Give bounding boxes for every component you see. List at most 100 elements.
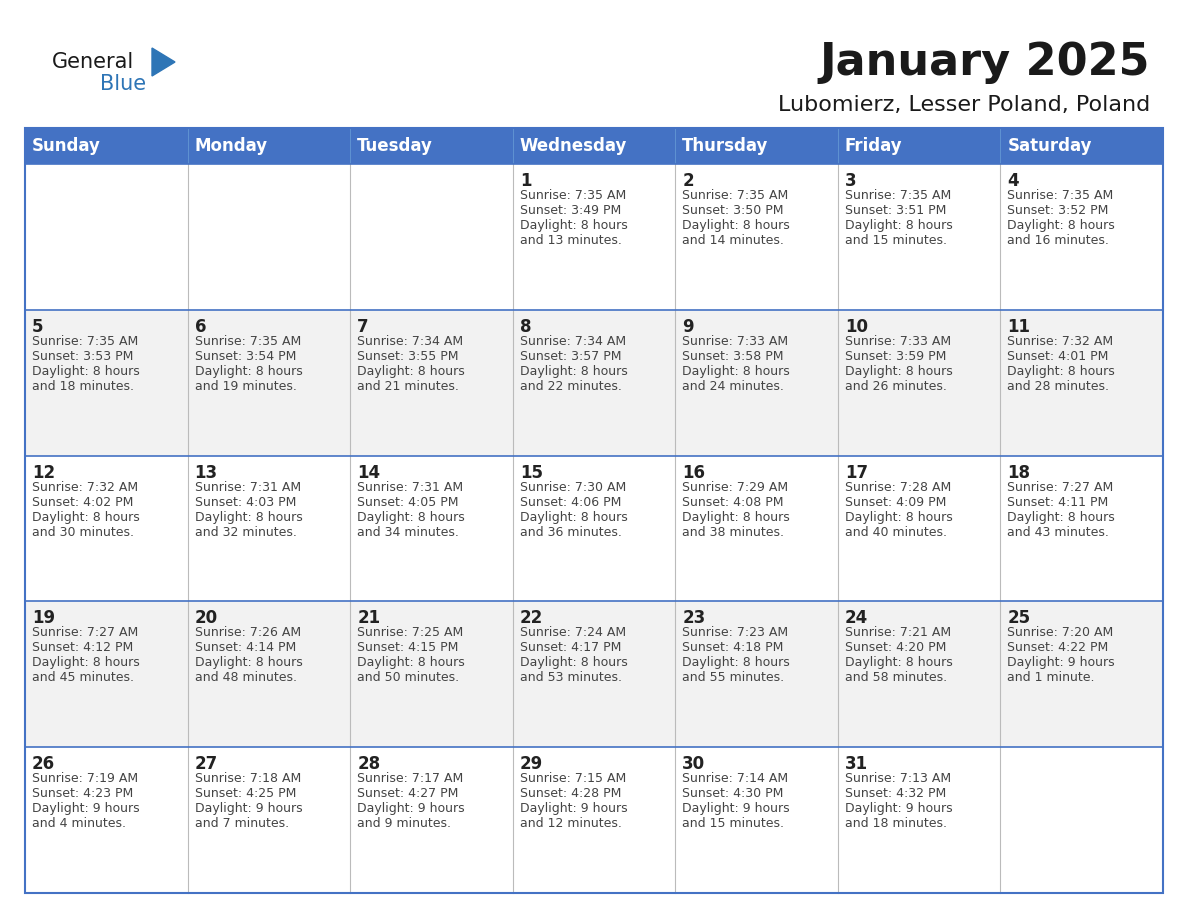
Text: 19: 19 [32,610,55,627]
Text: Sunrise: 7:31 AM: Sunrise: 7:31 AM [358,481,463,494]
Text: and 50 minutes.: and 50 minutes. [358,671,460,685]
Text: and 28 minutes.: and 28 minutes. [1007,380,1110,393]
Text: Monday: Monday [195,137,267,155]
Text: Daylight: 8 hours: Daylight: 8 hours [195,510,302,523]
Text: Sunrise: 7:34 AM: Sunrise: 7:34 AM [358,335,463,348]
Text: 4: 4 [1007,172,1019,190]
Text: 21: 21 [358,610,380,627]
Text: and 16 minutes.: and 16 minutes. [1007,234,1110,247]
Text: Sunrise: 7:35 AM: Sunrise: 7:35 AM [845,189,952,202]
Text: Sunset: 4:22 PM: Sunset: 4:22 PM [1007,642,1108,655]
Text: Lubomierz, Lesser Poland, Poland: Lubomierz, Lesser Poland, Poland [778,95,1150,115]
Text: Sunset: 4:09 PM: Sunset: 4:09 PM [845,496,946,509]
Text: and 13 minutes.: and 13 minutes. [519,234,621,247]
Bar [25,128,1163,893]
Text: 31: 31 [845,756,868,773]
Bar [188,128,350,164]
Text: Sunrise: 7:20 AM: Sunrise: 7:20 AM [1007,626,1113,640]
Text: Daylight: 8 hours: Daylight: 8 hours [682,656,790,669]
Text: and 1 minute.: and 1 minute. [1007,671,1095,685]
Text: Sunrise: 7:29 AM: Sunrise: 7:29 AM [682,481,789,494]
Text: Blue: Blue [100,74,146,94]
Text: 3: 3 [845,172,857,190]
Bar [25,164,1163,309]
Text: and 14 minutes.: and 14 minutes. [682,234,784,247]
Text: Sunset: 3:58 PM: Sunset: 3:58 PM [682,350,784,363]
Text: 27: 27 [195,756,217,773]
Text: and 45 minutes.: and 45 minutes. [32,671,134,685]
Text: Sunset: 3:54 PM: Sunset: 3:54 PM [195,350,296,363]
Text: Daylight: 8 hours: Daylight: 8 hours [519,219,627,232]
Text: Daylight: 8 hours: Daylight: 8 hours [682,219,790,232]
Text: and 15 minutes.: and 15 minutes. [682,817,784,830]
Text: Sunset: 4:30 PM: Sunset: 4:30 PM [682,788,784,800]
Text: Sunrise: 7:33 AM: Sunrise: 7:33 AM [845,335,950,348]
Text: Sunset: 3:50 PM: Sunset: 3:50 PM [682,204,784,217]
Text: Sunset: 4:17 PM: Sunset: 4:17 PM [519,642,621,655]
Text: and 18 minutes.: and 18 minutes. [32,380,134,393]
Text: and 15 minutes.: and 15 minutes. [845,234,947,247]
Text: Sunrise: 7:30 AM: Sunrise: 7:30 AM [519,481,626,494]
Text: Daylight: 8 hours: Daylight: 8 hours [1007,364,1116,378]
Text: Sunset: 4:02 PM: Sunset: 4:02 PM [32,496,133,509]
Text: Daylight: 8 hours: Daylight: 8 hours [519,364,627,378]
Text: and 38 minutes.: and 38 minutes. [682,526,784,539]
Text: Sunset: 3:57 PM: Sunset: 3:57 PM [519,350,621,363]
Text: 5: 5 [32,318,44,336]
Text: 14: 14 [358,464,380,482]
Text: Daylight: 9 hours: Daylight: 9 hours [1007,656,1116,669]
Text: and 24 minutes.: and 24 minutes. [682,380,784,393]
Text: and 7 minutes.: and 7 minutes. [195,817,289,830]
Text: Thursday: Thursday [682,137,769,155]
Text: 7: 7 [358,318,368,336]
Text: 22: 22 [519,610,543,627]
Text: Daylight: 9 hours: Daylight: 9 hours [682,802,790,815]
Text: Sunrise: 7:35 AM: Sunrise: 7:35 AM [195,335,301,348]
Text: and 19 minutes.: and 19 minutes. [195,380,297,393]
Text: Sunset: 4:11 PM: Sunset: 4:11 PM [1007,496,1108,509]
Text: Sunset: 4:28 PM: Sunset: 4:28 PM [519,788,621,800]
Text: Sunset: 4:27 PM: Sunset: 4:27 PM [358,788,459,800]
Text: 18: 18 [1007,464,1030,482]
Text: Sunset: 4:05 PM: Sunset: 4:05 PM [358,496,459,509]
Text: Sunset: 4:12 PM: Sunset: 4:12 PM [32,642,133,655]
Text: Sunrise: 7:17 AM: Sunrise: 7:17 AM [358,772,463,785]
Text: Sunrise: 7:15 AM: Sunrise: 7:15 AM [519,772,626,785]
Text: Daylight: 9 hours: Daylight: 9 hours [845,802,953,815]
Text: and 32 minutes.: and 32 minutes. [195,526,297,539]
Text: Sunset: 4:23 PM: Sunset: 4:23 PM [32,788,133,800]
Polygon shape [152,48,175,76]
Bar [25,128,188,164]
Text: and 4 minutes.: and 4 minutes. [32,817,126,830]
Text: 11: 11 [1007,318,1030,336]
Text: Sunrise: 7:27 AM: Sunrise: 7:27 AM [1007,481,1113,494]
Text: 24: 24 [845,610,868,627]
Text: and 36 minutes.: and 36 minutes. [519,526,621,539]
Bar [1000,128,1163,164]
Text: 1: 1 [519,172,531,190]
Bar [25,309,1163,455]
Text: and 40 minutes.: and 40 minutes. [845,526,947,539]
Text: Daylight: 8 hours: Daylight: 8 hours [519,656,627,669]
Text: and 43 minutes.: and 43 minutes. [1007,526,1110,539]
Text: Daylight: 8 hours: Daylight: 8 hours [1007,510,1116,523]
Text: January 2025: January 2025 [820,40,1150,84]
Text: Daylight: 8 hours: Daylight: 8 hours [195,364,302,378]
Text: Sunset: 4:06 PM: Sunset: 4:06 PM [519,496,621,509]
Text: Sunrise: 7:32 AM: Sunrise: 7:32 AM [32,481,138,494]
Text: Daylight: 8 hours: Daylight: 8 hours [845,219,953,232]
Text: 25: 25 [1007,610,1030,627]
Text: 15: 15 [519,464,543,482]
Text: and 26 minutes.: and 26 minutes. [845,380,947,393]
Text: and 58 minutes.: and 58 minutes. [845,671,947,685]
Bar [350,128,513,164]
Text: Daylight: 8 hours: Daylight: 8 hours [358,656,465,669]
Text: 10: 10 [845,318,868,336]
Text: Sunrise: 7:26 AM: Sunrise: 7:26 AM [195,626,301,640]
Text: Sunday: Sunday [32,137,101,155]
Text: Sunset: 4:20 PM: Sunset: 4:20 PM [845,642,946,655]
Text: Sunrise: 7:34 AM: Sunrise: 7:34 AM [519,335,626,348]
Text: Daylight: 8 hours: Daylight: 8 hours [682,364,790,378]
Text: Sunrise: 7:35 AM: Sunrise: 7:35 AM [1007,189,1113,202]
Text: Sunset: 4:15 PM: Sunset: 4:15 PM [358,642,459,655]
